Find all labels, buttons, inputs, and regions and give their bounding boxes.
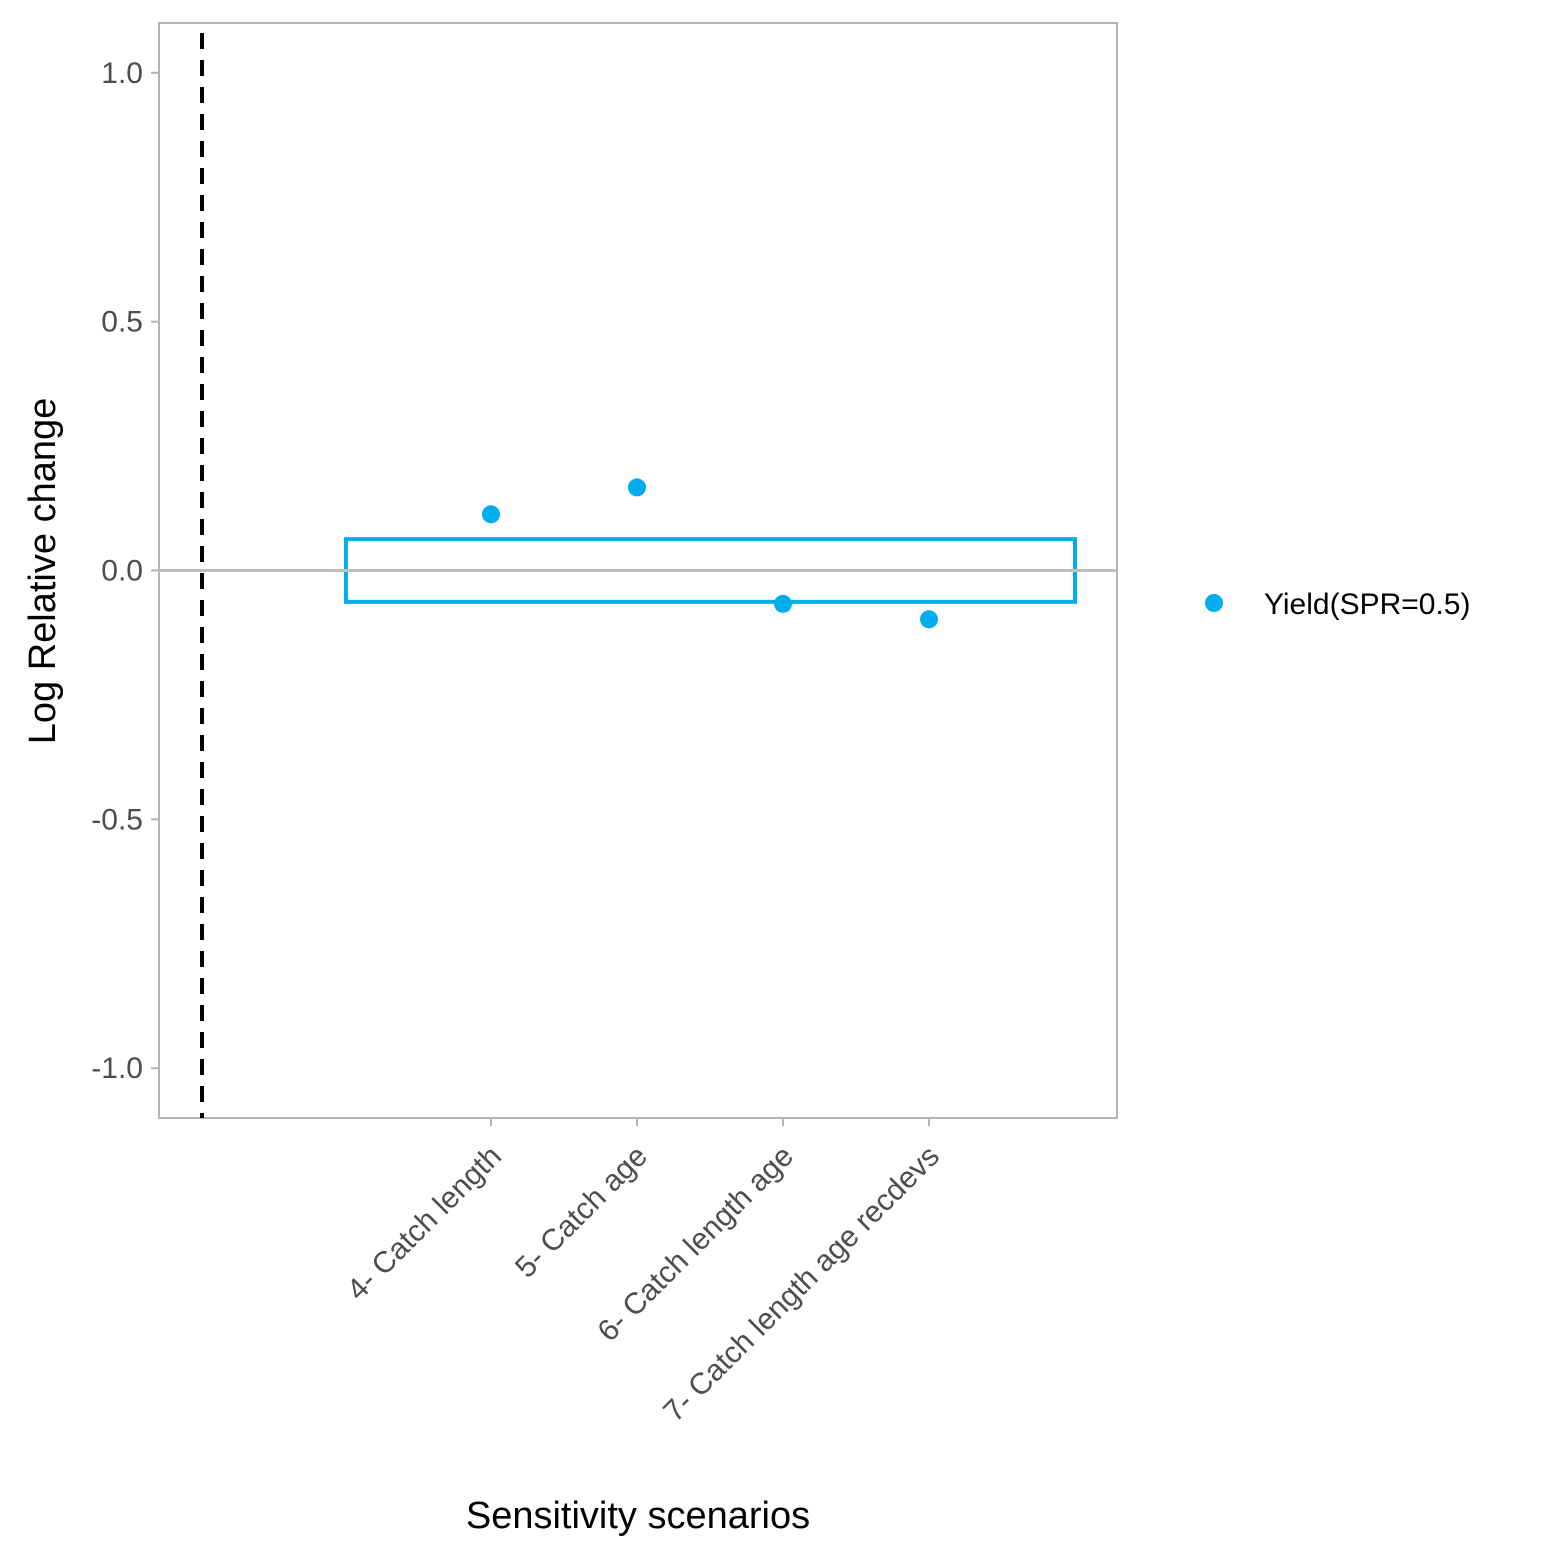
y-tick-label: -1.0: [91, 1052, 143, 1085]
y-tick-label: 1.0: [101, 57, 143, 90]
data-point: [774, 594, 792, 613]
legend-swatch: [1205, 594, 1223, 612]
y-axis-title: Log Relative change: [22, 398, 64, 744]
y-tick-label: 0.5: [101, 306, 143, 339]
points-layer: [482, 478, 938, 629]
x-tick-label: 7- Catch length age recdevs: [657, 1140, 946, 1429]
x-tick-label: 5- Catch age: [509, 1140, 654, 1285]
legend: Yield(SPR=0.5): [1205, 588, 1470, 621]
y-tick-label: -0.5: [91, 803, 143, 836]
x-tick-label: 4- Catch length: [341, 1140, 508, 1307]
data-point: [482, 505, 500, 524]
x-axis-title: Sensitivity scenarios: [466, 1495, 810, 1537]
y-tick-label: 0.0: [101, 555, 143, 588]
data-point: [628, 478, 646, 497]
data-point: [920, 610, 938, 629]
legend-label: Yield(SPR=0.5): [1264, 588, 1470, 621]
y-axis: 1.0 0.5 0.0 -0.5 -1.0: [91, 57, 159, 1085]
